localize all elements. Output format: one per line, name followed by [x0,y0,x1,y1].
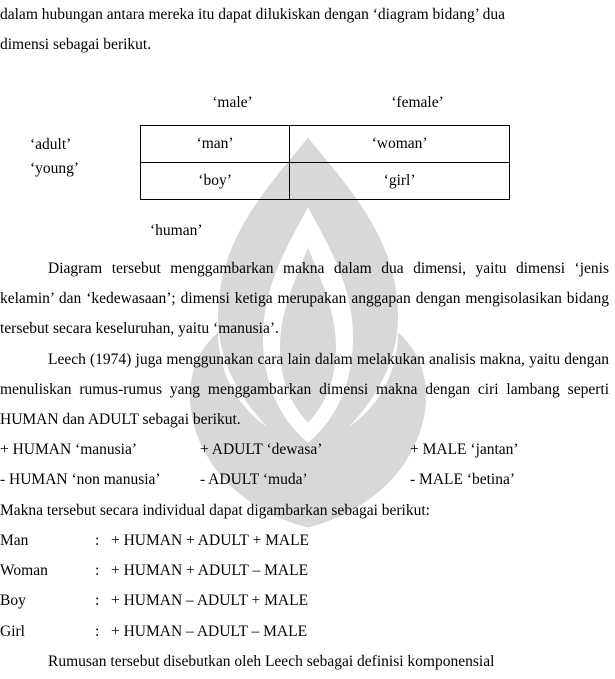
table-row: ‘boy’ ‘girl’ [141,162,510,199]
table-cell: ‘boy’ [141,162,290,199]
definition-value: + HUMAN + ADULT + MALE [111,526,609,556]
paragraph-text: Leech (1974) juga menggunakan cara lain … [0,345,609,436]
colon: : [95,617,111,647]
feature-cell: - MALE ‘betina’ [410,465,609,495]
definition-value: + HUMAN – ADULT – MALE [111,617,609,647]
table-row: ‘man’ ‘woman’ [141,125,510,162]
definition-term: Boy [0,586,95,616]
diagram-caption: ‘human’ [150,216,609,246]
paragraph-text: dalam hubungan antara mereka itu dapat d… [0,0,609,30]
row-label: ‘adult’ [30,133,140,158]
feature-cell: - HUMAN ‘non manusia’ [0,465,200,495]
paragraph-text: Makna tersebut secara individual dapat d… [0,496,609,526]
semantic-diagram: ‘male’ ‘female’ ‘adult’ ‘young’ ‘man’ ‘w… [0,88,609,245]
column-label: ‘male’ [140,88,325,118]
definition-row: Man : + HUMAN + ADULT + MALE [0,526,609,556]
diagram-table: ‘man’ ‘woman’ ‘boy’ ‘girl’ [140,125,510,200]
paragraph-text: Diagram tersebut menggambarkan makna dal… [0,254,609,345]
table-cell: ‘man’ [141,125,290,162]
feature-cell: + HUMAN ‘manusia’ [0,435,200,465]
feature-row: + HUMAN ‘manusia’ + ADULT ‘dewasa’ + MAL… [0,435,609,465]
colon: : [95,526,111,556]
feature-cell: - ADULT ‘muda’ [200,465,410,495]
colon: : [95,586,111,616]
table-cell: ‘girl’ [290,162,510,199]
definition-value: + HUMAN + ADULT – MALE [111,556,609,586]
feature-cell: + ADULT ‘dewasa’ [200,435,410,465]
colon: : [95,556,111,586]
paragraph-text: Rumusan tersebut disebutkan oleh Leech s… [0,647,609,677]
definition-value: + HUMAN – ADULT + MALE [111,586,609,616]
definition-term: Man [0,526,95,556]
definition-row: Girl : + HUMAN – ADULT – MALE [0,617,609,647]
definition-row: Boy : + HUMAN – ADULT + MALE [0,586,609,616]
definition-term: Girl [0,617,95,647]
definition-row: Woman : + HUMAN + ADULT – MALE [0,556,609,586]
definition-term: Woman [0,556,95,586]
column-label: ‘female’ [325,88,510,118]
row-label: ‘young’ [30,157,140,182]
table-cell: ‘woman’ [290,125,510,162]
feature-row: - HUMAN ‘non manusia’ - ADULT ‘muda’ - M… [0,465,609,495]
paragraph-text: dimensi sebagai berikut. [0,30,609,60]
feature-cell: + MALE ‘jantan’ [410,435,609,465]
